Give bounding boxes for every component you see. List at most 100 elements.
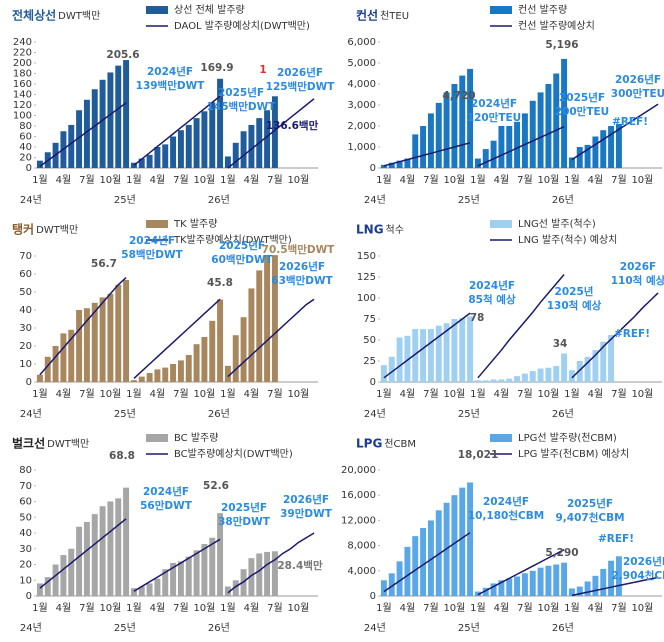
x-tick-label: 1월 [564,388,580,400]
bar [170,562,177,596]
x-tick-label: 1월 [470,174,486,186]
trend-line [39,277,127,376]
legend-label: DAOL 발주량예상치(DWT백만) [174,20,310,32]
annotation: 300만TEU [611,87,664,100]
x-tick-label: 4월 [56,388,72,400]
annotation: 78 [470,312,485,324]
bar [201,111,208,168]
bar [514,576,521,596]
trend-line [571,103,659,161]
x-tick-label: 1월 [126,388,142,400]
y-tick-label: 12,000 [341,515,376,526]
bar [185,124,192,168]
x-tick-label: 1월 [376,602,392,614]
y-tick-label: 40 [19,142,32,153]
bar [427,520,434,596]
bar [490,583,497,596]
bar [91,302,98,382]
bar [388,573,395,596]
year-label: 24년 [364,408,386,420]
bar [482,587,489,596]
bar [36,374,43,382]
legend-label: LPG 발주(천CBM) 예상치 [518,448,629,460]
x-tick-label: 1월 [564,174,580,186]
bar [154,369,161,382]
y-tick-label: 20 [19,153,32,164]
bar [68,329,75,382]
annotation: 110척 예상 [611,274,664,287]
bar [115,498,122,596]
bar [568,157,575,168]
bar [420,527,427,596]
x-tick-label: 7월 [611,388,627,400]
bar [232,142,239,168]
x-tick-label: 1월 [376,174,392,186]
x-tick-label: 4월 [400,602,416,614]
y-tick-label: 20 [19,341,32,352]
bar [177,130,184,168]
year-label: 25년 [114,194,136,206]
bar [146,373,153,382]
bar [561,58,568,168]
bar [561,562,568,596]
annotation: 52.6 [203,480,229,492]
legend-swatch [490,220,512,228]
x-tick-label: 4월 [150,174,166,186]
bar [490,379,497,382]
panel: 탱커 DWT백만 TK 발주량 TK발주량예상치(DWT백만) 0 10 20 30 40 50 6… [12,218,335,420]
x-tick-label: 10월 [99,602,121,614]
chart-title: 전체상선 [12,8,56,23]
trend-line [39,518,127,589]
year-label: 25년 [458,194,480,206]
bar [193,550,200,596]
annotation: #REF! [614,328,650,340]
bar [76,310,83,382]
bar [256,553,263,596]
bar [388,162,395,168]
x-tick-label: 10월 [443,174,465,186]
year-label: 26년 [208,408,230,420]
trend-line [383,312,471,379]
y-tick-label: 16,000 [341,490,376,501]
bar [83,521,90,596]
y-tick-label: 60 [19,269,32,280]
bar [232,335,239,382]
bar [130,588,137,596]
x-tick-label: 7월 [423,388,439,400]
bar [537,567,544,596]
legend-label: LNG선 발주(척수) [518,218,596,230]
legend-label: LNG 발주(척수) 예상치 [518,234,617,246]
legend-swatch [146,434,168,442]
y-tick-label: 0 [370,163,376,174]
bar [271,551,278,596]
annotation: 2025년F [559,91,605,104]
bar [561,353,568,382]
bar [576,361,583,382]
y-tick-label: 4,000 [347,566,376,577]
bar [185,355,192,382]
y-tick-label: 0 [26,591,32,602]
year-label: 26년 [208,622,230,634]
legend-swatch [146,220,168,228]
bar [248,288,255,382]
y-tick-label: 30 [19,544,32,555]
legend-label: 컨선 발주량예상치 [518,20,595,32]
bar [209,320,216,382]
annotation: 120만TEU [467,111,521,124]
bar [240,317,247,382]
bar [217,78,224,168]
bar [514,376,521,382]
annotation: 34 [553,338,568,350]
y-tick-label: 10 [19,359,32,370]
bar [107,293,114,382]
bar [388,356,395,382]
trend-line [133,95,221,166]
year-label: 24년 [20,408,42,420]
trend-line [571,292,659,379]
annotation: 18,021 [458,449,499,461]
bar [474,380,481,382]
x-tick-label: 7월 [267,602,283,614]
x-tick-label: 7월 [79,174,95,186]
